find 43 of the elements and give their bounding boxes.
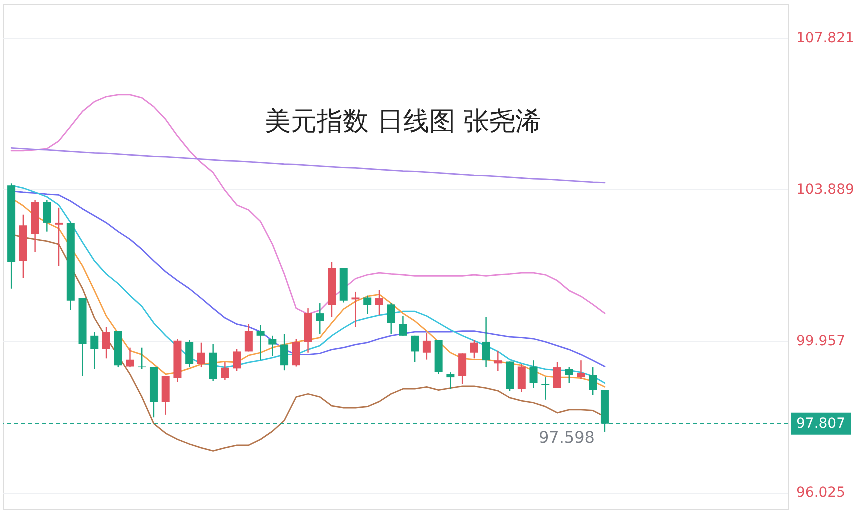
candlestick bbox=[268, 335, 277, 357]
candlestick bbox=[470, 340, 478, 360]
text: 美元指数 日线图 张尧浠 bbox=[265, 107, 542, 137]
candlestick bbox=[280, 333, 289, 372]
candlestick bbox=[316, 302, 324, 335]
candlestick bbox=[244, 324, 253, 352]
ref-line-label: 97.807 bbox=[796, 416, 846, 432]
candlestick bbox=[375, 289, 384, 316]
candlestick bbox=[565, 366, 574, 384]
candlestick bbox=[411, 335, 420, 364]
candlestick bbox=[126, 347, 134, 368]
candlestick bbox=[186, 340, 194, 368]
candlestick bbox=[446, 372, 455, 390]
candlestick bbox=[542, 376, 550, 401]
y-tick-label: 99.957 bbox=[796, 334, 846, 350]
line-series bbox=[10, 147, 606, 184]
candlestick bbox=[233, 348, 242, 372]
line-series bbox=[10, 94, 606, 316]
candlestick bbox=[399, 316, 408, 337]
candlestick bbox=[482, 316, 490, 368]
candlestick bbox=[221, 362, 230, 381]
candlestick bbox=[90, 331, 99, 370]
candlestick bbox=[589, 366, 598, 396]
candlestick bbox=[102, 326, 111, 360]
candlestick bbox=[292, 338, 300, 368]
candlestick bbox=[494, 350, 502, 372]
candlestick bbox=[577, 360, 586, 380]
candlestick bbox=[197, 342, 206, 368]
candlestick bbox=[364, 295, 372, 315]
candlestick bbox=[352, 291, 360, 328]
y-tick-label: 96.025 bbox=[796, 485, 846, 502]
y-tick-label: 103.889 bbox=[796, 182, 854, 198]
candlestick bbox=[387, 302, 396, 335]
candlestick bbox=[458, 353, 467, 386]
annotation: 97.598 bbox=[538, 428, 595, 447]
candlestick bbox=[55, 207, 64, 267]
candlestick bbox=[554, 362, 562, 389]
candlestick bbox=[256, 324, 265, 362]
candlestick bbox=[530, 360, 538, 389]
y-tick-label: 107.821 bbox=[796, 30, 854, 46]
candlestick bbox=[422, 332, 431, 360]
candlestick bbox=[518, 364, 526, 393]
candlestick bbox=[43, 200, 52, 232]
